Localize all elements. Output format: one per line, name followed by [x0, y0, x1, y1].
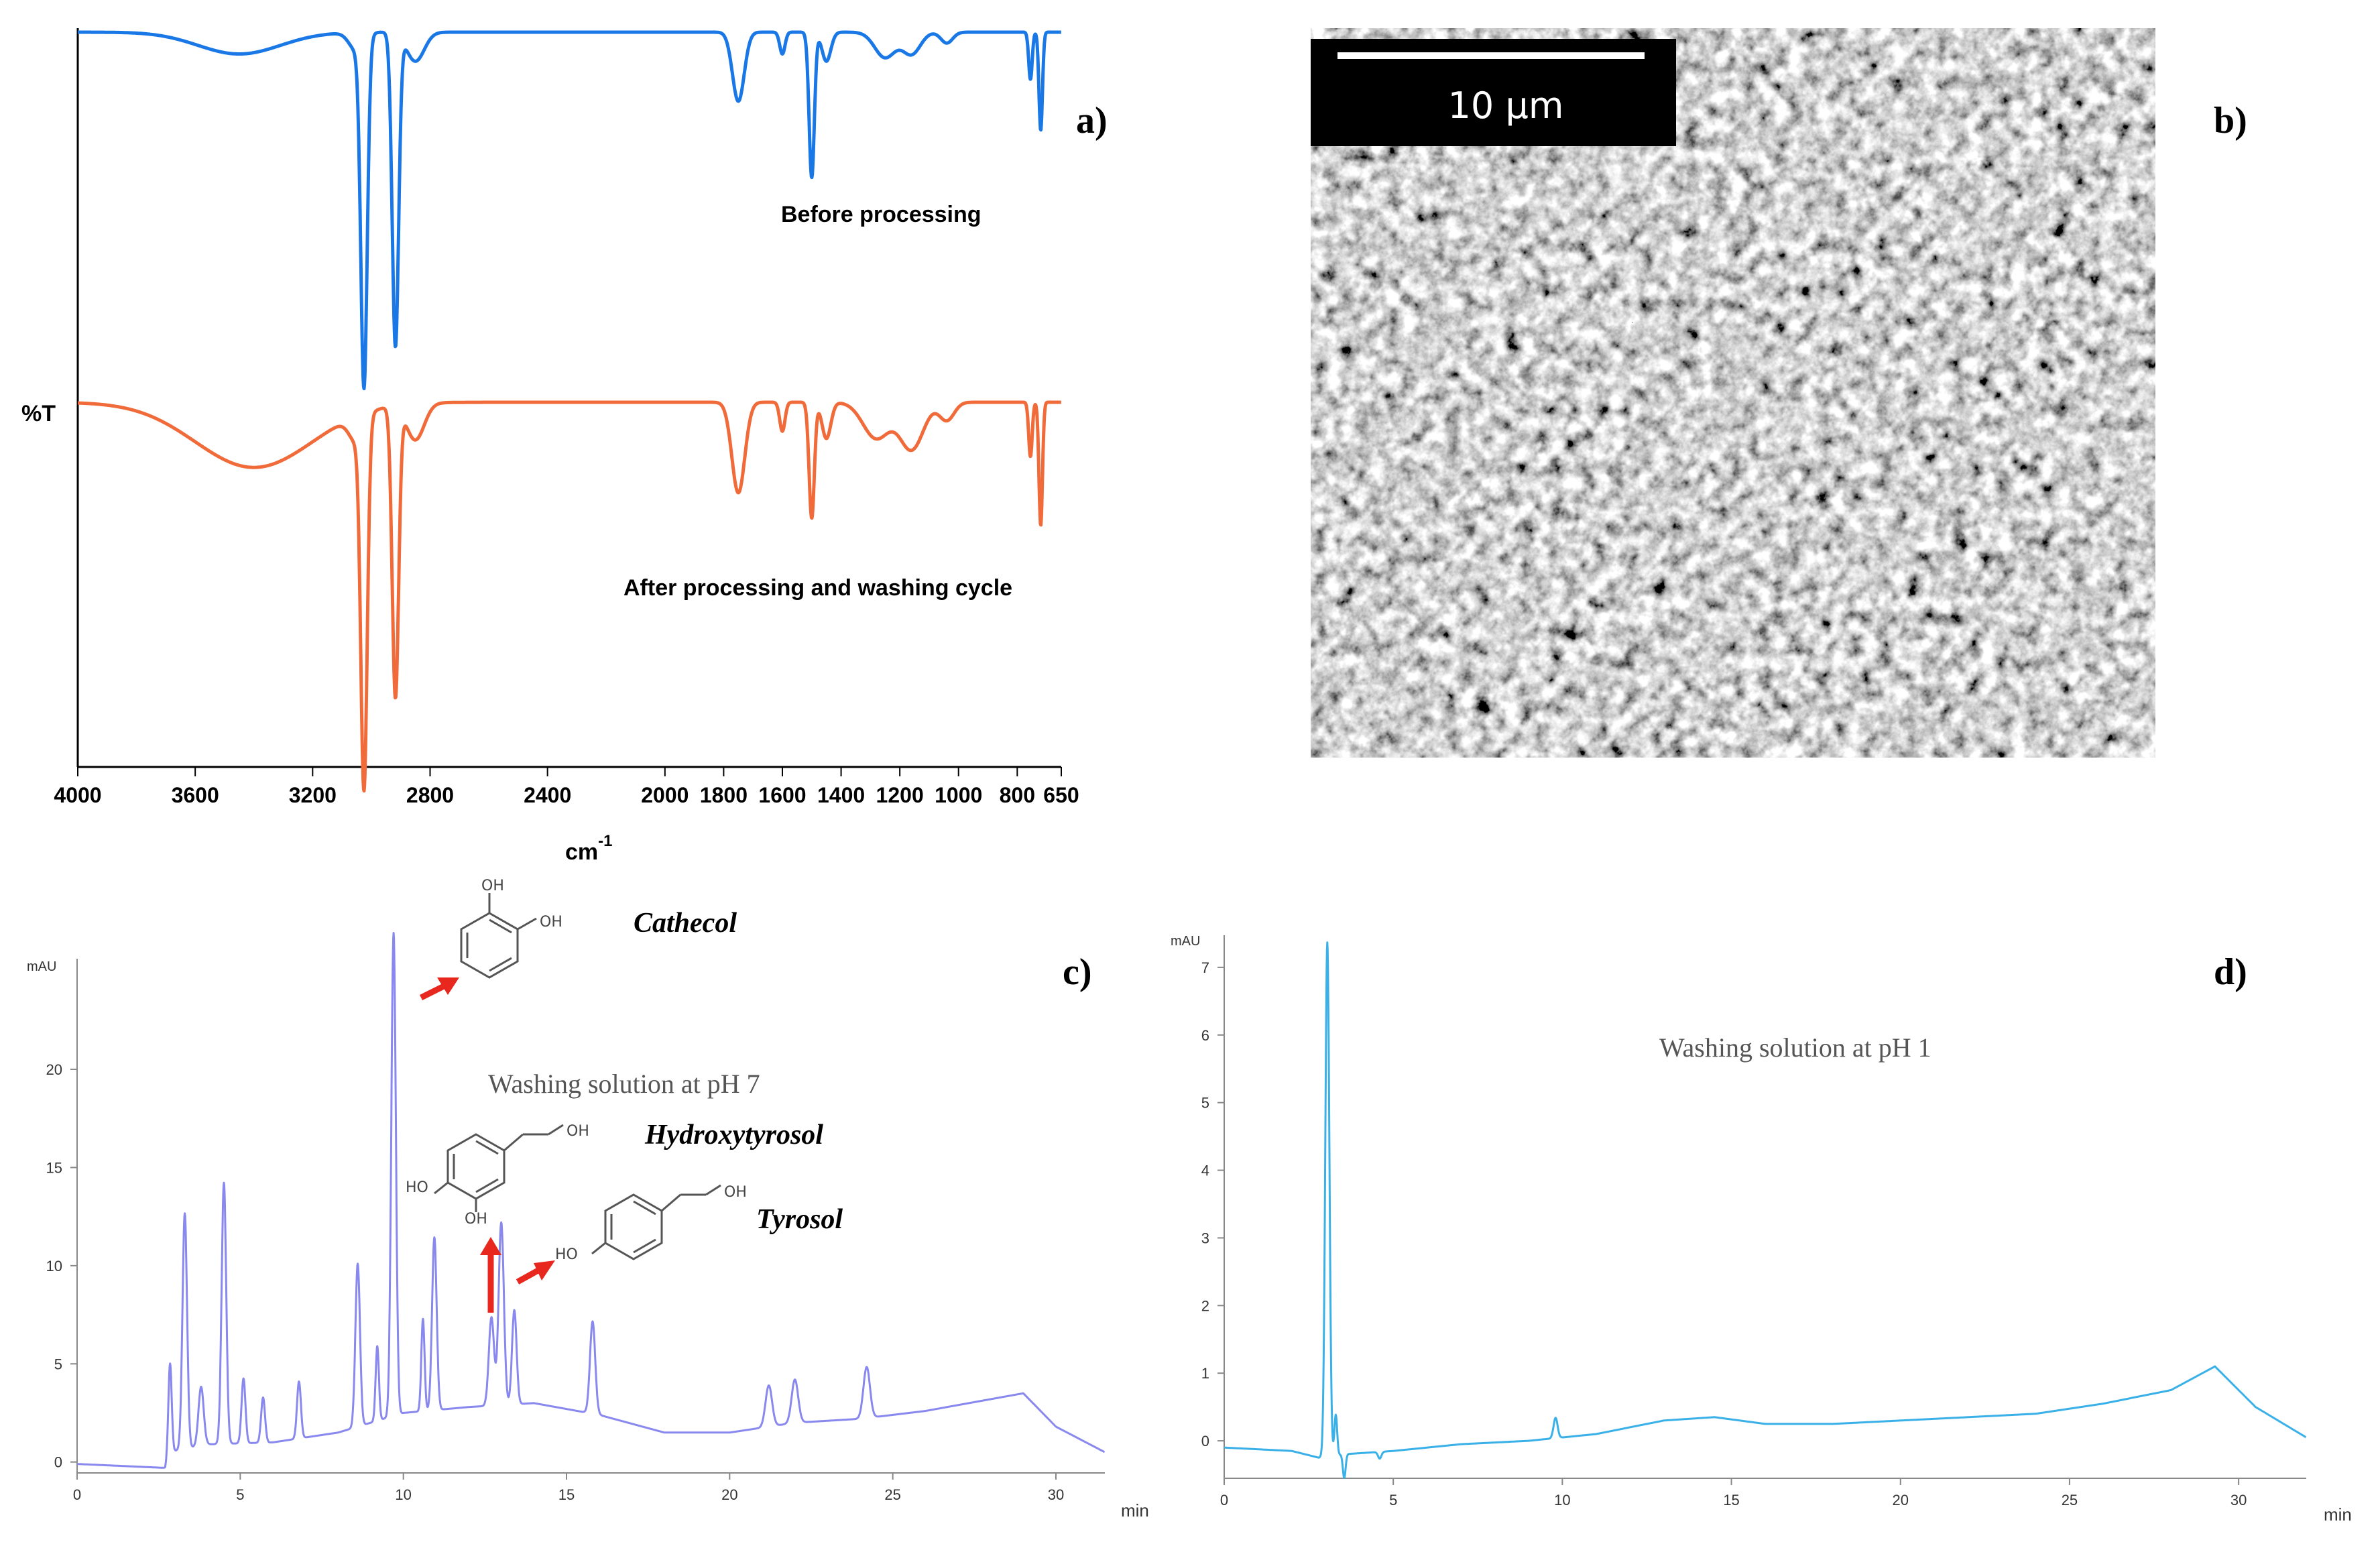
hplc-d-y-tick-label: 2 — [1201, 1297, 1209, 1314]
ftir-series-after — [76, 400, 1063, 793]
hydroxytyrosol-ho: HO — [406, 1179, 428, 1196]
hplc-c-y-tick-label: 5 — [54, 1356, 62, 1372]
hplc-c-title: Washing solution at pH 7 — [488, 1069, 760, 1099]
ftir-x-tick-label: 2800 — [406, 783, 454, 807]
hplc-c-x-unit: min — [1121, 1500, 1149, 1521]
hplc-d-x-tick-label: 5 — [1389, 1492, 1397, 1508]
tyrosol-structure — [591, 1184, 721, 1260]
hplc-c-y-tick-label: 20 — [46, 1061, 62, 1078]
hplc-c-y-tick-label: 0 — [54, 1454, 62, 1471]
hplc-c-x-tick-label: 5 — [236, 1486, 244, 1503]
hplc-d-x-tick-label: 20 — [1893, 1492, 1909, 1508]
hplc-d-y-tick-label: 1 — [1201, 1365, 1209, 1382]
tyrosol-ho: HO — [555, 1246, 578, 1263]
ftir-label-after: After processing and washing cycle — [623, 575, 1012, 601]
hplc-ph7-panel: 0 5 10 15 20 25 30 0 5 10 15 20 mAU min Washing sol… — [27, 878, 1149, 1521]
hplc-d-trace — [1224, 941, 2307, 1479]
hplc-d-y-tick-label: 4 — [1201, 1163, 1209, 1179]
ftir-x-tick-label: 650 — [1043, 783, 1079, 807]
panel-label-d: d) — [2214, 951, 2247, 993]
hplc-c-x-tick-label: 25 — [884, 1486, 900, 1503]
hplc-c-ticks: 0 5 10 15 20 25 30 0 5 10 15 20 — [46, 1061, 1065, 1503]
hplc-d-title: Washing solution at pH 1 — [1659, 1032, 1931, 1063]
hplc-d-x-tick-label: 10 — [1554, 1492, 1570, 1508]
hplc-c-x-tick-label: 15 — [558, 1486, 575, 1503]
ftir-y-label: %T — [21, 401, 56, 426]
hplc-d-y-tick-label: 0 — [1201, 1433, 1209, 1449]
scale-bar — [1337, 52, 1645, 59]
hplc-c-x-tick-label: 10 — [395, 1486, 411, 1503]
hplc-d-x-tick-label: 25 — [2062, 1492, 2078, 1508]
ftir-x-ticks: 4000 3600 3200 2800 2400 2000 1800 1600 1400 1200… — [54, 767, 1079, 807]
hydroxytyrosol-structure — [434, 1124, 564, 1212]
ftir-x-tick-label: 4000 — [54, 783, 101, 807]
ftir-x-tick-label: 1600 — [758, 783, 806, 807]
hplc-d-x-unit: min — [2324, 1504, 2352, 1525]
sem-image — [1311, 28, 2155, 758]
ftir-x-tick-label: 3600 — [172, 783, 219, 807]
hplc-c-x-tick-label: 20 — [721, 1486, 737, 1503]
hplc-d-y-tick-label: 7 — [1201, 959, 1209, 976]
sem-panel: 10 μm b) — [1311, 28, 2247, 758]
hplc-d-x-tick-label: 15 — [1723, 1492, 1739, 1508]
ftir-x-tick-label: 1000 — [935, 783, 982, 807]
hplc-d-y-tick-label: 3 — [1201, 1230, 1209, 1246]
hydroxytyrosol-oh-2: OH — [465, 1211, 487, 1228]
hplc-d-x-tick-label: 0 — [1220, 1492, 1228, 1508]
ftir-x-tick-label: 800 — [1000, 783, 1035, 807]
cathecol-name: Cathecol — [634, 908, 737, 939]
cathecol-oh-2: OH — [540, 914, 562, 931]
ftir-x-tick-label: 3200 — [289, 783, 337, 807]
hplc-c-y-tick-label: 10 — [46, 1258, 62, 1274]
tyrosol-arrow — [516, 1260, 555, 1285]
tyrosol-oh: OH — [724, 1184, 747, 1201]
panel-label-c: c) — [1063, 951, 1092, 993]
cathecol-arrow — [419, 977, 459, 1001]
hplc-c-y-tick-label: 15 — [46, 1159, 62, 1176]
hplc-c-x-tick-label: 30 — [1048, 1486, 1064, 1503]
ftir-x-tick-label: 1400 — [817, 783, 865, 807]
panel-label-a: a) — [1076, 100, 1108, 141]
hplc-d-x-tick-label: 30 — [2230, 1492, 2247, 1508]
hplc-ph1-panel: 0 5 10 15 20 25 30 0 1 2 3 4 5 6 7 mAU min Washing sol… — [1171, 934, 2352, 1525]
panel-label-b: b) — [2214, 100, 2247, 141]
scale-bar-label: 10 μm — [1448, 84, 1564, 127]
hplc-c-x-tick-label: 0 — [73, 1486, 81, 1503]
hplc-c-y-unit: mAU — [27, 959, 56, 974]
ftir-series-before — [76, 30, 1063, 391]
ftir-panel: 4000 3600 3200 2800 2400 2000 1800 1600 1400 1200… — [21, 28, 1108, 865]
ftir-label-before: Before processing — [781, 202, 981, 227]
ftir-x-tick-label: 2400 — [524, 783, 571, 807]
hplc-d-y-tick-label: 6 — [1201, 1027, 1209, 1044]
ftir-x-tick-label: 2000 — [641, 783, 689, 807]
hydroxytyrosol-arrow — [480, 1237, 501, 1313]
hplc-d-y-unit: mAU — [1171, 934, 1200, 949]
hplc-d-ticks: 0 5 10 15 20 25 30 0 1 2 3 4 5 6 7 — [1201, 959, 2247, 1508]
cathecol-oh-1: OH — [481, 878, 504, 894]
tyrosol-name: Tyrosol — [756, 1204, 843, 1235]
ftir-x-tick-label: 1800 — [700, 783, 748, 807]
ftir-x-label: cm-1 — [565, 832, 612, 865]
hydroxytyrosol-name: Hydroxytyrosol — [644, 1120, 823, 1150]
hydroxytyrosol-oh-1: OH — [567, 1123, 589, 1140]
cathecol-structure — [460, 893, 537, 979]
ftir-x-tick-label: 1200 — [876, 783, 924, 807]
hplc-c-trace — [76, 932, 1106, 1469]
hplc-d-y-tick-label: 5 — [1201, 1095, 1209, 1112]
